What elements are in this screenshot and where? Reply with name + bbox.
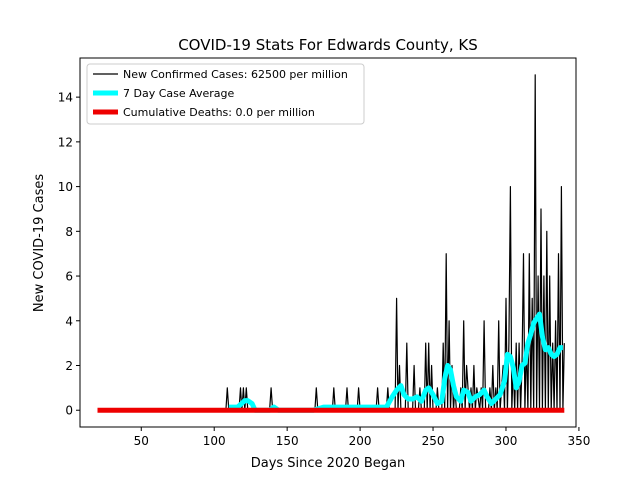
x-tick-label: 50 [134, 434, 149, 448]
legend-label-2: Cumulative Deaths: 0.0 per million [123, 106, 315, 119]
series-layer [97, 74, 565, 413]
legend-label-0: New Confirmed Cases: 62500 per million [123, 68, 348, 81]
x-tick-label: 200 [349, 434, 372, 448]
series-line-1 [228, 311, 563, 413]
x-axis-label: Days Since 2020 Began [251, 456, 406, 471]
legend-box [86, 63, 365, 125]
x-tick-label: 350 [567, 434, 590, 448]
x-tick-label: 300 [495, 434, 518, 448]
y-tick-label: 6 [65, 270, 73, 284]
legend: New Confirmed Cases: 62500 per million 7 … [86, 63, 365, 125]
x-tick-label: 150 [276, 434, 299, 448]
y-tick-label: 14 [58, 91, 73, 105]
y-tick-label: 4 [65, 314, 73, 328]
axes-frame [79, 57, 577, 428]
legend-label-1: 7 Day Case Average [123, 87, 235, 100]
y-tick-label: 10 [58, 180, 73, 194]
chart-title: COVID-19 Stats For Edwards County, KS [178, 36, 478, 54]
y-tick-label: 12 [58, 135, 73, 149]
y-tick-label: 8 [65, 225, 73, 239]
y-tick-label: 0 [65, 404, 73, 418]
y-axis-label: New COVID-19 Cases [32, 174, 47, 312]
plot-area: 50 100 150 200 250 300 350 0 2 4 6 8 10 12 14 [58, 57, 590, 448]
y-tick-label: 2 [65, 359, 73, 373]
x-tick-label: 250 [422, 434, 445, 448]
x-tick-label: 100 [203, 434, 226, 448]
